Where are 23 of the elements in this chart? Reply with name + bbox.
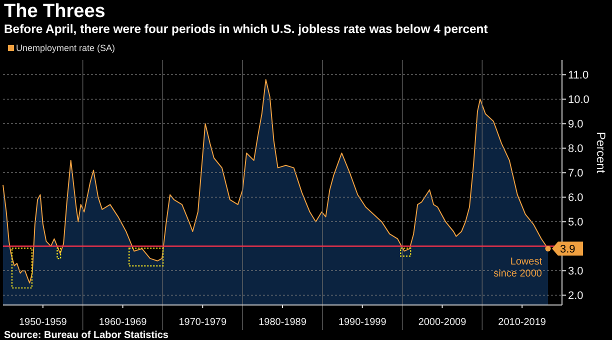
legend-label: Unemployment rate (SA) bbox=[16, 43, 116, 53]
x-tick-label: 1990-1999 bbox=[338, 317, 387, 328]
y-tick-label: 10.0 bbox=[568, 94, 590, 106]
y-axis-title: Percent bbox=[594, 132, 608, 174]
x-tick-label: 1980-1989 bbox=[258, 317, 307, 328]
x-tick-label: 2000-2009 bbox=[418, 317, 467, 328]
data-label: 3.9 bbox=[560, 244, 576, 256]
x-tick-label: 1960-1969 bbox=[98, 317, 148, 328]
x-tick-label: 1950-1959 bbox=[19, 317, 68, 328]
chart-title: The Threes bbox=[4, 1, 106, 22]
x-tick-label: 1970-1979 bbox=[178, 317, 227, 328]
y-tick-label: 6.0 bbox=[568, 192, 584, 204]
y-tick-label: 2.0 bbox=[568, 290, 584, 302]
annotation: Lowest since 2000 bbox=[494, 256, 542, 280]
y-tick-label: 9.0 bbox=[568, 118, 584, 131]
y-tick-label: 5.0 bbox=[568, 216, 584, 229]
y-tick-label: 3.0 bbox=[568, 266, 584, 278]
x-tick-label: 2010-2019 bbox=[498, 317, 546, 328]
y-tick-label: 11.0 bbox=[568, 70, 589, 82]
y-tick-label: 7.0 bbox=[568, 168, 584, 180]
chart-subtitle: Before April, there were four periods in which U.S. jobless rate was below 4 percent bbox=[4, 22, 488, 36]
source-note: Source: Bureau of Labor Statistics bbox=[4, 330, 169, 340]
y-tick-label: 8.0 bbox=[568, 143, 584, 156]
